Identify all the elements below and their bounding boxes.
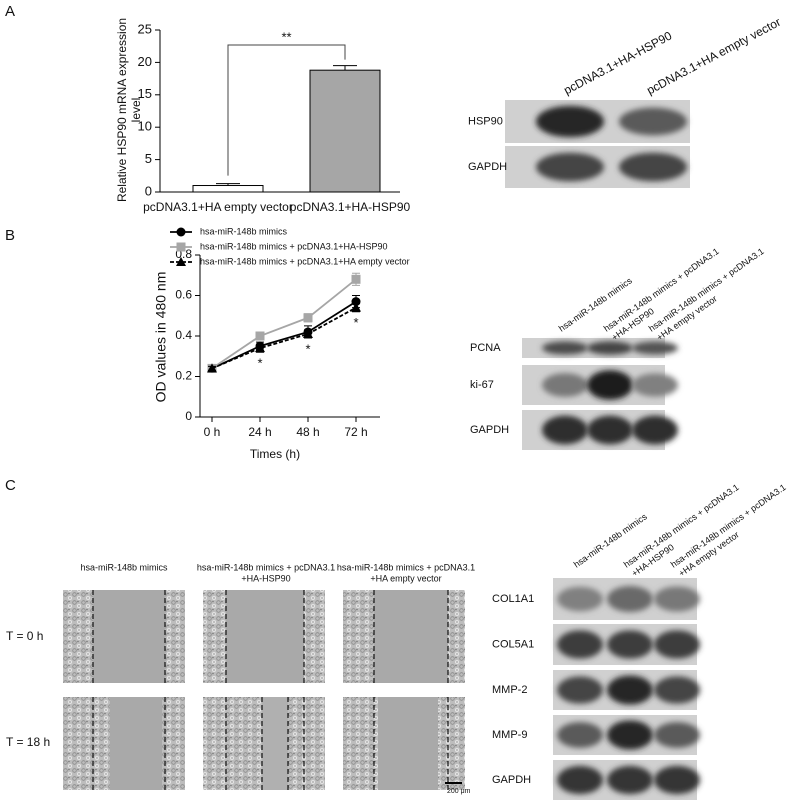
y-tick-label: 0.2 [175,369,192,383]
row-label: T = 0 h [6,629,43,643]
y-tick-label: 5 [145,151,152,166]
blot-band [587,341,633,355]
significance-label: * [305,341,310,356]
x-tick-label: 48 h [296,425,319,439]
row-label: T = 18 h [6,735,50,749]
legend-label: hsa-miR-148b mimics + pcDNA3.1+HA-HSP90 [200,241,388,251]
blot-band [607,675,653,705]
blot-band [587,370,633,400]
point [351,274,361,284]
y-tick-label: 0 [185,409,192,423]
blot-band [654,722,700,748]
bar [309,69,381,193]
x-tick-label: pcDNA3.1+HA-HSP90 [290,200,411,214]
panel-label: A [5,3,15,20]
panel-label: B [5,227,15,244]
column-label: hsa-miR-148b mimics + pcDNA3.1 [197,562,335,572]
x-tick-label: 0 h [204,425,221,439]
blot-band [542,373,588,397]
blot-row-label: COL1A1 [492,593,534,605]
blot-band [632,341,678,355]
blot-row-label: MMP-9 [492,729,527,741]
y-tick-label: 10 [138,119,152,134]
x-tick-label: pcDNA3.1+HA empty vector [143,200,293,214]
blot-row-label: PCNA [470,342,501,354]
series-line [211,278,357,370]
legend-marker [176,257,186,266]
y-axis-label: Relative HSP90 mRNA expression [115,18,129,202]
significance-label: * [257,356,262,371]
blot-band [619,107,687,136]
blot-row-label: MMP-2 [492,684,527,696]
blot-band [587,415,633,445]
blot-band [542,341,588,355]
blot-row-label: HSP90 [468,115,503,127]
legend-marker [176,242,186,252]
blot-band [632,373,678,397]
blot-band [654,586,700,612]
bar [192,185,264,193]
y-axis-label: OD values in 480 nm [153,272,169,403]
blot-row-label: GAPDH [470,424,509,436]
error-bar [216,183,240,186]
blot-band [607,765,653,795]
y-axis-label: level [129,98,143,123]
legend-label: hsa-miR-148b mimics [200,226,288,236]
blot-row-label: GAPDH [492,774,531,786]
y-tick-label: 0 [145,183,152,198]
blot-lane-label: pcDNA3.1+HA empty vector [644,15,783,98]
y-tick-label: 0.4 [175,328,192,342]
point [207,363,217,373]
column-label: hsa-miR-148b mimics + pcDNA3.1 [337,562,475,572]
blot-band [632,415,678,445]
column-label: +HA empty vector [370,573,441,583]
x-tick-label: 72 h [344,425,367,439]
blot-band [542,415,588,445]
blot-row-label: ki-67 [470,379,494,391]
blot-band [654,676,700,704]
blot-row-label: COL5A1 [492,638,534,650]
blot-band [607,720,653,750]
point [255,343,265,353]
series-line [211,300,357,370]
blot-band [536,152,604,182]
panel-label: C [5,477,16,494]
blot-band [536,105,604,138]
column-label: +HA-HSP90 [241,573,290,583]
legend-label: hsa-miR-148b mimics + pcDNA3.1+HA empty … [200,256,410,266]
blot-band [557,722,603,748]
y-tick-label: 20 [138,54,152,69]
significance-label: * [353,315,358,330]
series-line [211,306,357,370]
blot-band [619,152,687,182]
micrographs: 200 μm [63,590,471,795]
blot-band [607,630,653,659]
x-tick-label: 24 h [248,425,271,439]
point [351,302,361,312]
column-label: hsa-miR-148b mimics [80,562,168,572]
y-tick-label: 25 [138,21,152,36]
blot-band [557,630,603,659]
blot-band [557,676,603,704]
blot-band [557,586,603,612]
blot-band [654,630,700,659]
blot-row-label: GAPDH [468,161,507,173]
x-axis-label: Times (h) [250,447,300,461]
error-bar [333,65,357,71]
significance-label: ** [281,29,291,44]
y-tick-label: 15 [138,86,152,101]
point [255,331,265,341]
significance-bracket [227,44,346,176]
scale-bar-label: 200 μm [447,788,471,795]
blot-band [607,585,653,613]
legend-marker [176,227,186,237]
point [303,328,313,338]
blot-band [557,765,603,795]
blot-band [654,765,700,795]
point [303,313,313,323]
y-tick-label: 0.6 [175,288,192,302]
